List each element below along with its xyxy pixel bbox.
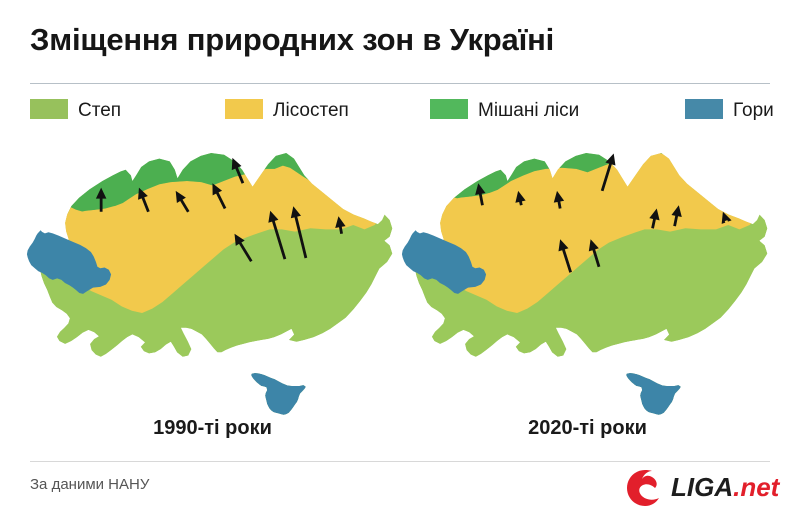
- svg-text:LIGA.net: LIGA.net: [671, 472, 781, 502]
